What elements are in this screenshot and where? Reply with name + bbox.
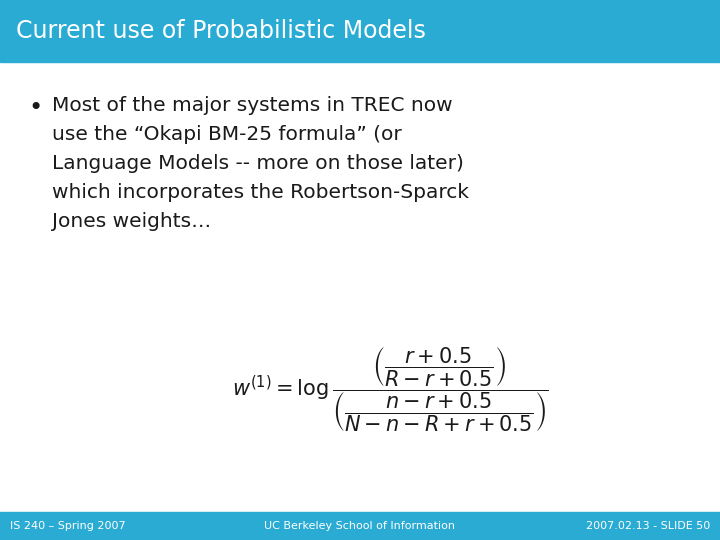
- Text: Language Models -- more on those later): Language Models -- more on those later): [52, 154, 464, 173]
- Text: •: •: [28, 96, 42, 120]
- Text: $w^{(1)} = \log \dfrac{\left( \dfrac{r+0.5}{R-r+0.5} \right)}{\left( \dfrac{n-r+: $w^{(1)} = \log \dfrac{\left( \dfrac{r+0…: [232, 346, 549, 434]
- Text: use the “Okapi BM-25 formula” (or: use the “Okapi BM-25 formula” (or: [52, 125, 402, 144]
- Text: which incorporates the Robertson-Sparck: which incorporates the Robertson-Sparck: [52, 183, 469, 202]
- Text: 2007.02.13 - SLIDE 50: 2007.02.13 - SLIDE 50: [586, 521, 710, 531]
- Text: Most of the major systems in TREC now: Most of the major systems in TREC now: [52, 96, 453, 115]
- Bar: [0, 512, 720, 540]
- Text: Jones weights…: Jones weights…: [52, 212, 211, 231]
- Text: Current use of Probabilistic Models: Current use of Probabilistic Models: [16, 19, 426, 43]
- Text: IS 240 – Spring 2007: IS 240 – Spring 2007: [10, 521, 125, 531]
- Text: UC Berkeley School of Information: UC Berkeley School of Information: [264, 521, 456, 531]
- Bar: [0, 0, 720, 62]
